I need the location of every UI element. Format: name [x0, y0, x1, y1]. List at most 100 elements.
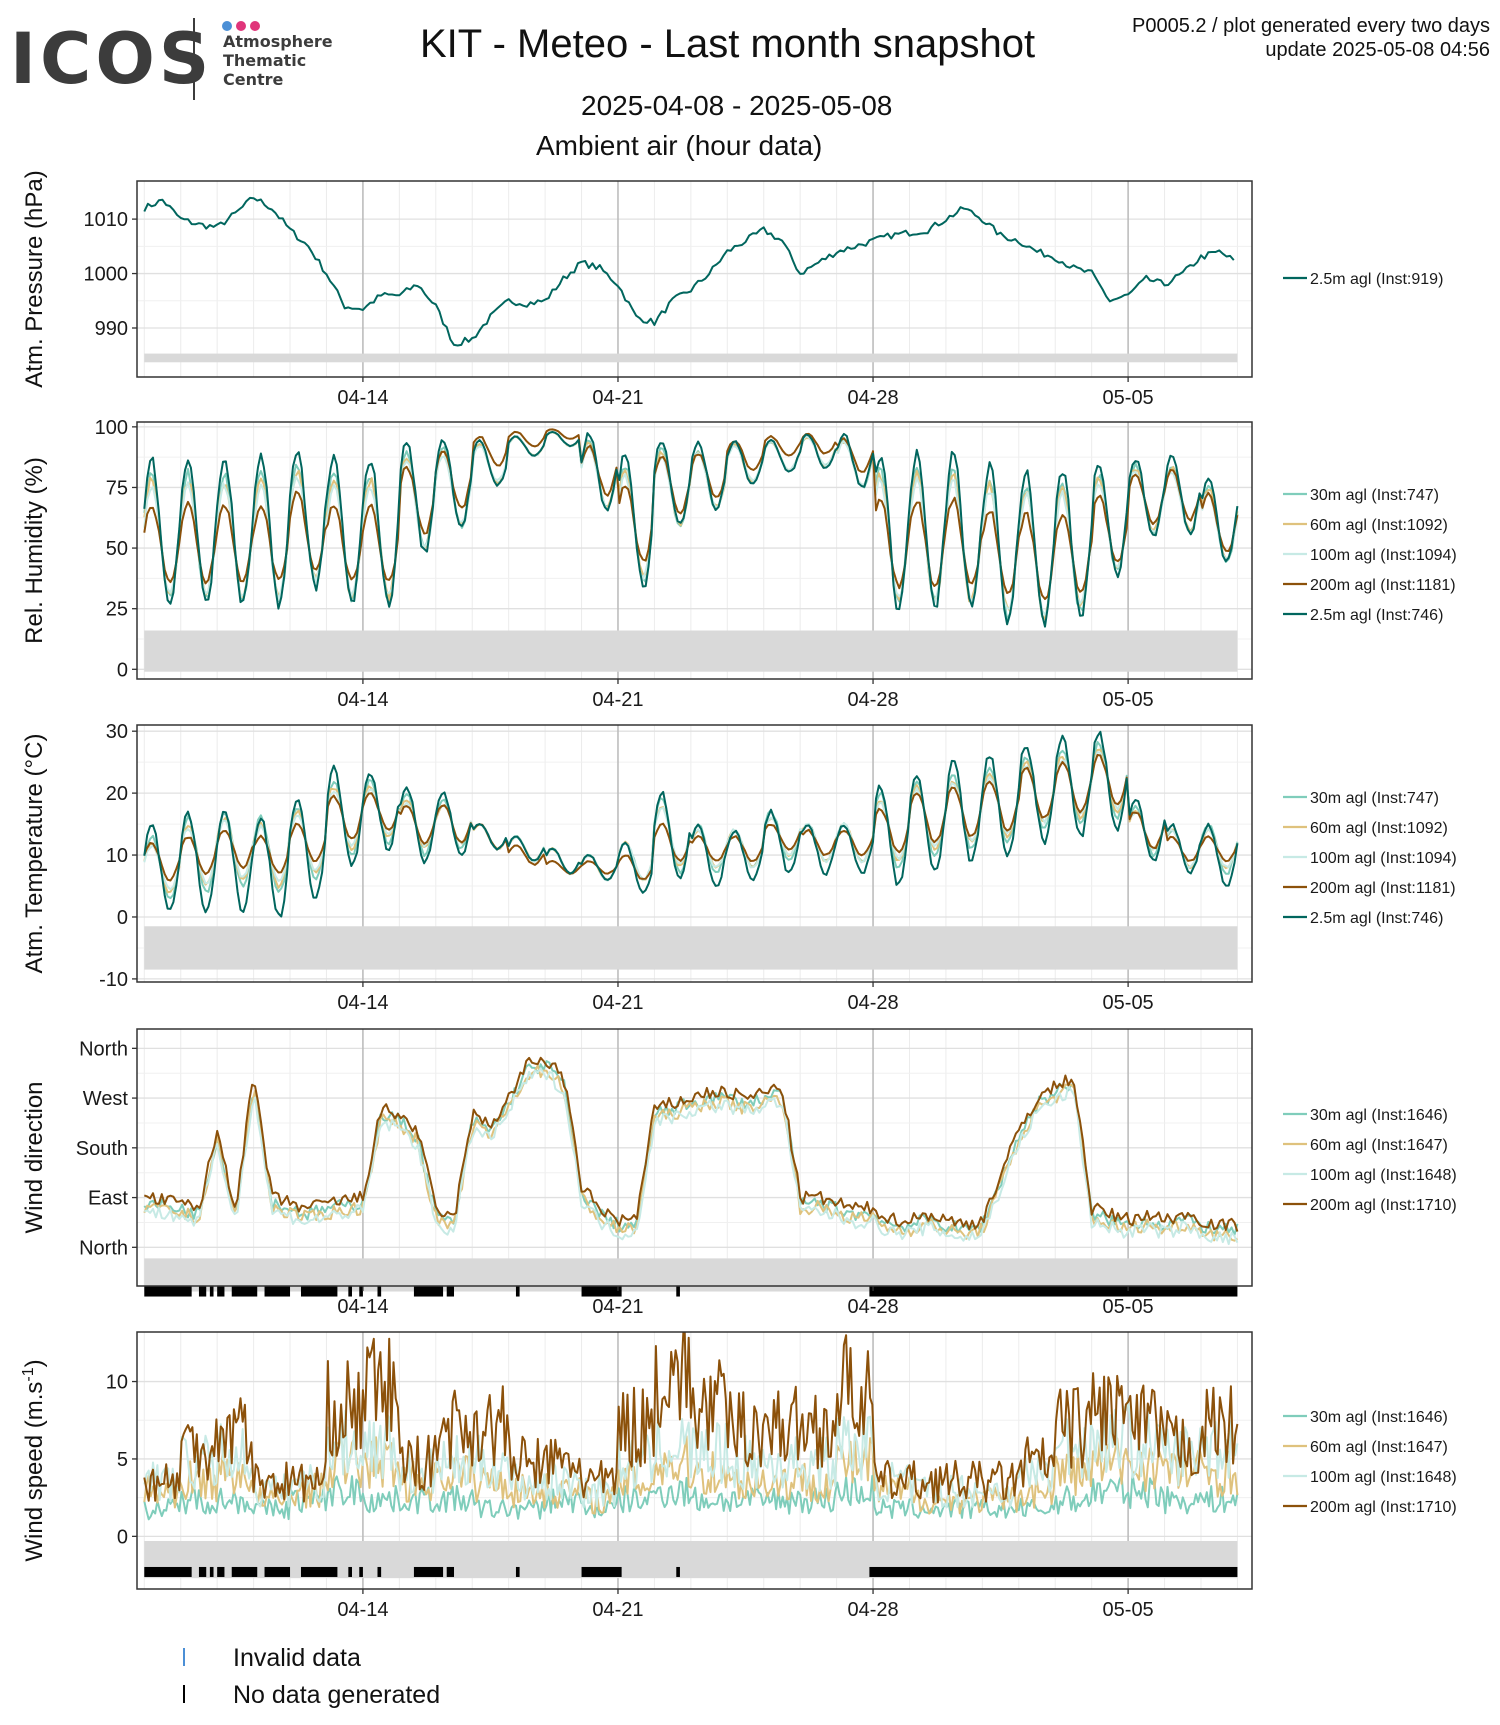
no-data-marker: [869, 1286, 1238, 1297]
y-axis-label: Atm. Pressure (hPa): [21, 170, 48, 387]
series-group: [143, 428, 1239, 628]
legend-label: 100m agl (Inst:1094): [1310, 547, 1457, 564]
x-tick-label: 05-05: [1103, 1296, 1154, 1318]
y-tick-label: 990: [95, 318, 128, 340]
y-tick-label: East: [88, 1188, 128, 1210]
series-group: [143, 1056, 1239, 1246]
x-tick-label: 04-14: [337, 1296, 388, 1318]
legend-label: 100m agl (Inst:1648): [1310, 1167, 1457, 1184]
no-data-marker: [413, 1566, 444, 1577]
legend-label: 100m agl (Inst:1648): [1310, 1469, 1457, 1486]
y-tick-label: 10: [106, 1372, 128, 1394]
no-data-marker: [198, 1286, 207, 1297]
y-tick-label: 0: [117, 1526, 128, 1548]
chart-panel-2: 0 25 50 75 100 04-14 04-21 04-28 05-05 Rel. Humid…: [21, 417, 1457, 711]
no-data-marker: [348, 1286, 352, 1297]
logo-wordmark: ICOS: [10, 18, 214, 100]
no-data-marker: [144, 1286, 192, 1297]
y-tick-label: North: [79, 1038, 128, 1060]
legend-label: 2.5m agl (Inst:919): [1310, 271, 1443, 288]
no-data-marker: [377, 1286, 382, 1297]
status-band: [144, 630, 1238, 672]
page-title: KIT - Meteo - Last month snapshot: [420, 22, 1036, 66]
legend-label: 200m agl (Inst:1710): [1310, 1197, 1457, 1214]
x-tick-label: 04-14: [337, 1599, 388, 1621]
no-data-marker: [377, 1566, 382, 1577]
no-data-marker: [209, 1566, 214, 1577]
no-data-marker: [581, 1286, 622, 1297]
plot-frame: [136, 421, 1253, 680]
status-band: [144, 926, 1238, 970]
y-tick-label: -10: [99, 969, 128, 991]
update-note: P0005.2 / plot generated every two days …: [1132, 14, 1490, 62]
logo-line-1: Atmosphere: [223, 32, 333, 51]
legend-label: 2.5m agl (Inst:746): [1310, 910, 1443, 927]
series-line-1: [143, 1472, 1239, 1521]
legend: 30m agl (Inst:1646) 60m agl (Inst:1647) 10…: [1283, 1409, 1457, 1516]
no-data-marker: [515, 1566, 520, 1577]
plot-background: [137, 181, 1252, 377]
plot-background: [137, 1029, 1252, 1286]
logo-line-2: Thematic: [223, 51, 307, 70]
x-tick-label: 04-28: [847, 387, 898, 409]
no-data-marker: [198, 1566, 207, 1577]
chart-panel-3: -10 0 10 20 30 04-14 04-21 04-28 05-05 Atm. Tempe…: [21, 721, 1457, 1014]
no-data-marker: [217, 1566, 225, 1577]
x-tick-label: 04-28: [847, 689, 898, 711]
plot-id-note: P0005.2 / plot generated every two days: [1131, 15, 1490, 37]
chart-panel-1: 990 1000 1010 04-14 04-21 04-28 05-05 Atm. Pres…: [21, 170, 1443, 409]
y-tick-label: 100: [95, 417, 128, 439]
y-tick-label: 75: [106, 477, 128, 499]
x-tick-label: 05-05: [1103, 1599, 1154, 1621]
y-axis-label: Atm. Temperature (°C): [21, 734, 48, 974]
chart-panel-5: 0 5 10 04-14 04-21 04-28 05-05 Wind speed (m.s-…: [20, 1331, 1457, 1621]
y-tick-label: West: [83, 1088, 129, 1110]
series-line-4: [143, 1056, 1239, 1232]
series-line-3: [143, 1067, 1239, 1246]
legend: 30m agl (Inst:747) 60m agl (Inst:1092) 100…: [1283, 790, 1457, 927]
y-tick-label: 50: [106, 538, 128, 560]
legend-label: 100m agl (Inst:1094): [1310, 850, 1457, 867]
no-data-marker: [869, 1566, 1238, 1577]
legend-label: 200m agl (Inst:1181): [1310, 577, 1456, 594]
logo-divider: [193, 18, 195, 100]
no-data-marker: [676, 1286, 680, 1297]
no-data-marker: [300, 1286, 338, 1297]
no-data-marker: [144, 1566, 192, 1577]
x-tick-label: 04-21: [592, 1296, 643, 1318]
plot-frame: [136, 180, 1253, 378]
status-band: [144, 353, 1238, 363]
no-data-marker: [209, 1286, 214, 1297]
y-tick-label: 30: [106, 721, 128, 743]
x-tick-label: 04-28: [847, 1296, 898, 1318]
x-tick-label: 04-21: [592, 387, 643, 409]
x-tick-label: 04-21: [592, 1599, 643, 1621]
x-tick-label: 04-14: [337, 387, 388, 409]
no-data-marker: [359, 1566, 363, 1577]
no-data-marker: [515, 1286, 520, 1297]
no-data-marker: [446, 1286, 455, 1297]
y-tick-label: 10: [106, 845, 128, 867]
series-line-5: [143, 430, 1239, 628]
x-tick-label: 05-05: [1103, 992, 1154, 1014]
update-time: update 2025-05-08 04:56: [1265, 39, 1490, 61]
legend: 30m agl (Inst:747) 60m agl (Inst:1092) 100…: [1283, 487, 1457, 624]
y-tick-label: 5: [117, 1449, 128, 1471]
no-data-marker: [217, 1286, 225, 1297]
legend-label: 30m agl (Inst:1646): [1310, 1409, 1448, 1426]
legend-label: 60m agl (Inst:1092): [1310, 517, 1448, 534]
x-tick-label: 04-28: [847, 992, 898, 1014]
y-axis-label: Wind speed (m.s-1): [20, 1359, 48, 1561]
no-data-label: No data generated: [233, 1681, 440, 1709]
invalid-data-label: Invalid data: [233, 1644, 361, 1672]
y-tick-label: 20: [106, 783, 128, 805]
y-tick-label: 1010: [84, 209, 129, 231]
no-data-marker: [300, 1566, 338, 1577]
plot-frame: [136, 1028, 1253, 1287]
y-tick-label: 25: [106, 599, 128, 621]
no-data-marker: [581, 1566, 622, 1577]
no-data-marker: [231, 1286, 258, 1297]
x-tick-label: 04-21: [592, 992, 643, 1014]
no-data-marker: [348, 1566, 352, 1577]
